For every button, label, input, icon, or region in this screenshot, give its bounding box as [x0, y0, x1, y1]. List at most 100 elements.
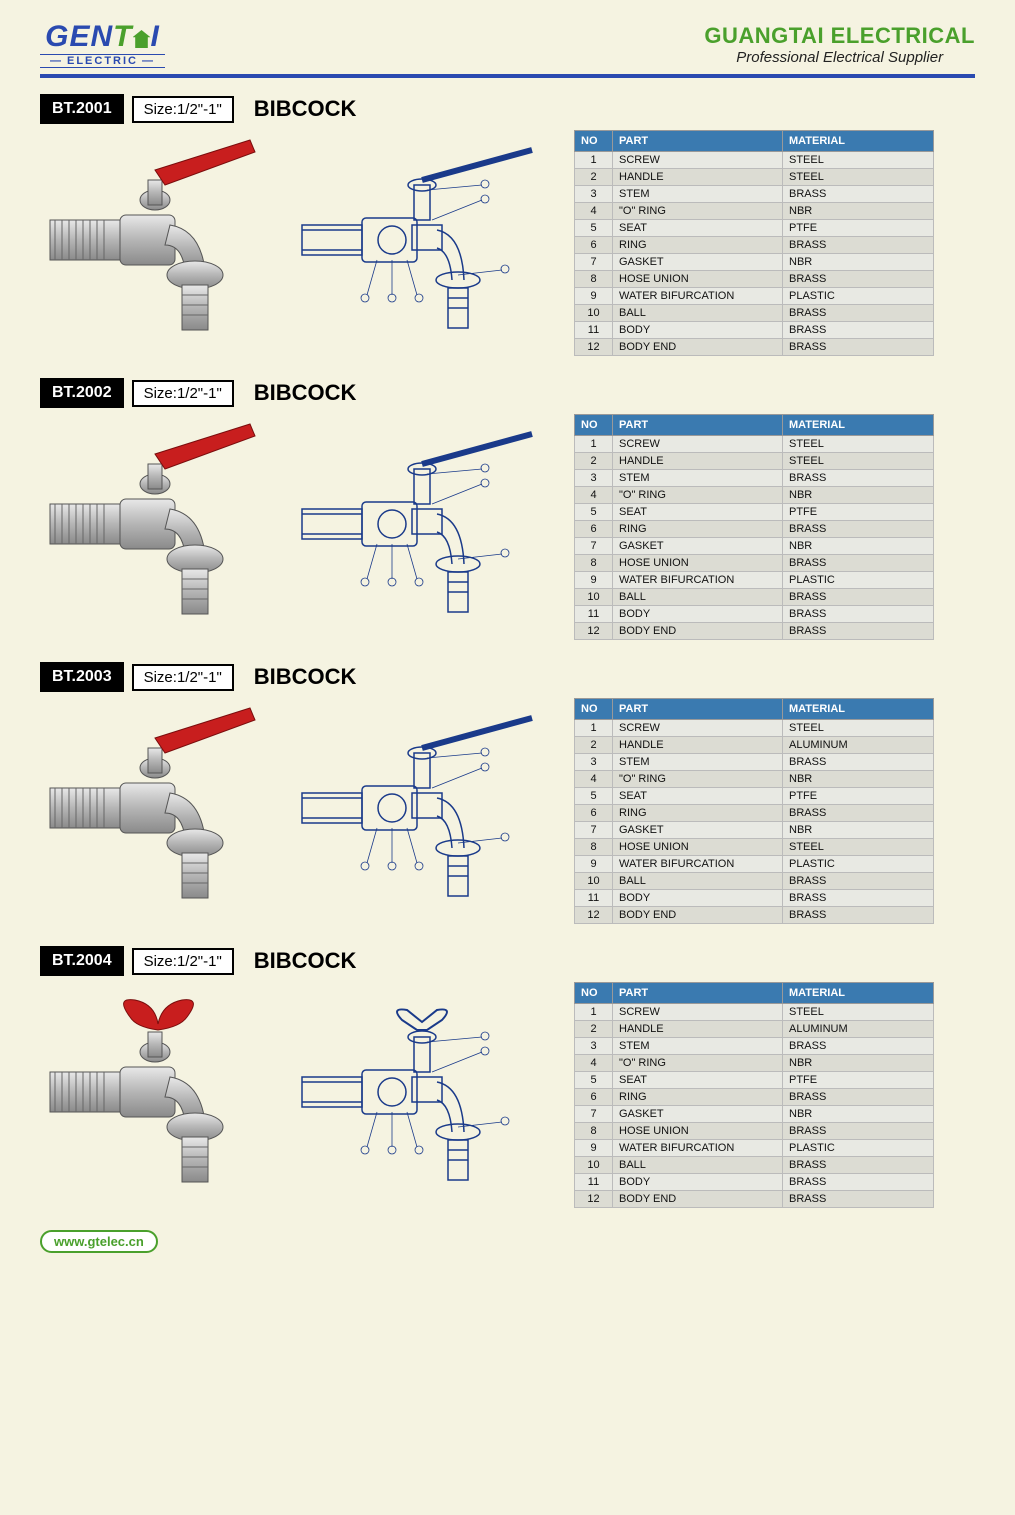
- table-cell: BODY: [613, 890, 783, 907]
- table-cell: PLASTIC: [783, 572, 934, 589]
- table-cell: 4: [575, 771, 613, 788]
- table-row: 3STEMBRASS: [575, 754, 934, 771]
- table-cell: 3: [575, 754, 613, 771]
- table-header-cell: PART: [613, 415, 783, 436]
- table-row: 6RINGBRASS: [575, 521, 934, 538]
- table-cell: 1: [575, 720, 613, 737]
- table-cell: BRASS: [783, 305, 934, 322]
- table-cell: 7: [575, 822, 613, 839]
- table-cell: BRASS: [783, 1038, 934, 1055]
- table-row: 2HANDLEALUMINUM: [575, 737, 934, 754]
- table-row: 8HOSE UNIONSTEEL: [575, 839, 934, 856]
- table-cell: BODY END: [613, 339, 783, 356]
- company-tagline: Professional Electrical Supplier: [704, 49, 975, 66]
- product-photo: [40, 414, 270, 624]
- table-cell: BRASS: [783, 322, 934, 339]
- table-row: 11BODYBRASS: [575, 606, 934, 623]
- table-row: 1SCREWSTEEL: [575, 1004, 934, 1021]
- table-row: 3STEMBRASS: [575, 470, 934, 487]
- table-cell: STEM: [613, 1038, 783, 1055]
- product-size: Size:1/2"-1": [132, 96, 234, 123]
- table-cell: BRASS: [783, 1174, 934, 1191]
- product-photo: [40, 982, 270, 1192]
- table-cell: 3: [575, 1038, 613, 1055]
- table-row: 11BODYBRASS: [575, 322, 934, 339]
- table-cell: 9: [575, 856, 613, 873]
- table-cell: STEEL: [783, 839, 934, 856]
- table-row: 4"O" RINGNBR: [575, 487, 934, 504]
- table-row: 4"O" RINGNBR: [575, 1055, 934, 1072]
- table-cell: BRASS: [783, 754, 934, 771]
- table-cell: BRASS: [783, 186, 934, 203]
- table-cell: 8: [575, 555, 613, 572]
- table-row: 11BODYBRASS: [575, 890, 934, 907]
- table-cell: 4: [575, 1055, 613, 1072]
- table-cell: 2: [575, 737, 613, 754]
- table-row: 2HANDLEALUMINUM: [575, 1021, 934, 1038]
- house-icon: [133, 30, 151, 48]
- table-cell: RING: [613, 521, 783, 538]
- header-divider: [40, 74, 975, 78]
- table-cell: STEEL: [783, 436, 934, 453]
- table-cell: PTFE: [783, 1072, 934, 1089]
- page-header: GENTI ELECTRIC GUANGTAI ELECTRICAL Profe…: [40, 20, 975, 68]
- table-cell: 1: [575, 1004, 613, 1021]
- table-cell: WATER BIFURCATION: [613, 572, 783, 589]
- table-row: 8HOSE UNIONBRASS: [575, 271, 934, 288]
- table-cell: BRASS: [783, 339, 934, 356]
- table-cell: 12: [575, 907, 613, 924]
- product-code: BT.2002: [40, 378, 124, 408]
- table-cell: 4: [575, 487, 613, 504]
- product-code: BT.2004: [40, 946, 124, 976]
- table-header-cell: PART: [613, 699, 783, 720]
- logo-part-2: T: [113, 20, 132, 53]
- parts-table: NOPARTMATERIAL1SCREWSTEEL2HANDLESTEEL3ST…: [574, 414, 934, 640]
- table-cell: "O" RING: [613, 771, 783, 788]
- header-right: GUANGTAI ELECTRICAL Professional Electri…: [704, 23, 975, 66]
- table-cell: STEM: [613, 754, 783, 771]
- table-cell: 1: [575, 152, 613, 169]
- table-cell: 10: [575, 305, 613, 322]
- table-row: 9WATER BIFURCATIONPLASTIC: [575, 856, 934, 873]
- logo: GENTI ELECTRIC: [40, 20, 165, 68]
- table-cell: BODY END: [613, 1191, 783, 1208]
- table-cell: STEM: [613, 186, 783, 203]
- table-cell: BODY: [613, 606, 783, 623]
- product-header: BT.2002 Size:1/2"-1" BIBCOCK: [40, 378, 975, 408]
- table-header-cell: NO: [575, 415, 613, 436]
- table-cell: 11: [575, 1174, 613, 1191]
- table-cell: 11: [575, 890, 613, 907]
- table-cell: HANDLE: [613, 169, 783, 186]
- table-row: 11BODYBRASS: [575, 1174, 934, 1191]
- table-row: 2HANDLESTEEL: [575, 169, 934, 186]
- table-row: 8HOSE UNIONBRASS: [575, 555, 934, 572]
- table-header-cell: PART: [613, 983, 783, 1004]
- product-diagram: [282, 698, 562, 908]
- table-cell: STEEL: [783, 169, 934, 186]
- table-cell: 10: [575, 873, 613, 890]
- table-cell: BRASS: [783, 555, 934, 572]
- table-cell: BRASS: [783, 237, 934, 254]
- logo-part-1: GEN: [45, 20, 113, 53]
- table-cell: BRASS: [783, 521, 934, 538]
- table-cell: RING: [613, 805, 783, 822]
- table-row: 10BALLBRASS: [575, 1157, 934, 1174]
- table-cell: HOSE UNION: [613, 1123, 783, 1140]
- product-section: BT.2002 Size:1/2"-1" BIBCOCK: [40, 378, 975, 640]
- table-cell: SCREW: [613, 720, 783, 737]
- table-cell: RING: [613, 1089, 783, 1106]
- table-row: 9WATER BIFURCATIONPLASTIC: [575, 572, 934, 589]
- table-header-cell: MATERIAL: [783, 699, 934, 720]
- product-size: Size:1/2"-1": [132, 948, 234, 975]
- product-title: BIBCOCK: [254, 380, 357, 406]
- table-cell: BRASS: [783, 890, 934, 907]
- table-cell: 12: [575, 1191, 613, 1208]
- table-cell: 11: [575, 606, 613, 623]
- table-row: 12BODY ENDBRASS: [575, 1191, 934, 1208]
- table-row: 5SEATPTFE: [575, 788, 934, 805]
- table-cell: 2: [575, 169, 613, 186]
- table-cell: 5: [575, 1072, 613, 1089]
- table-cell: 6: [575, 1089, 613, 1106]
- table-cell: 10: [575, 1157, 613, 1174]
- table-cell: 6: [575, 521, 613, 538]
